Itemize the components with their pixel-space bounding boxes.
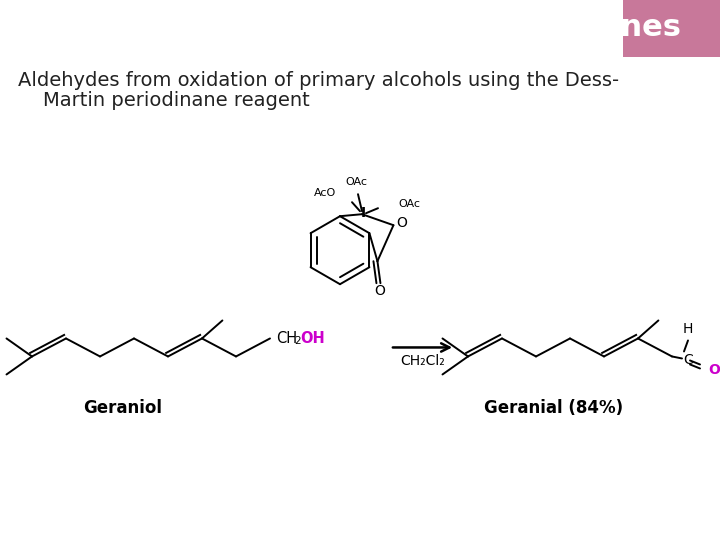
Text: I: I: [361, 206, 366, 220]
Text: O: O: [374, 284, 385, 298]
Text: OH: OH: [300, 331, 325, 346]
Text: O: O: [396, 216, 407, 230]
Text: Geranial (84%): Geranial (84%): [484, 400, 624, 417]
Text: OAc: OAc: [345, 177, 367, 187]
Text: Geraniol: Geraniol: [83, 400, 162, 417]
Text: 2: 2: [294, 336, 301, 347]
Text: CH₂Cl₂: CH₂Cl₂: [400, 354, 445, 368]
Text: Aldehydes from oxidation of primary alcohols using the Dess-: Aldehydes from oxidation of primary alco…: [18, 71, 619, 90]
Text: C: C: [683, 354, 693, 367]
Text: O: O: [708, 363, 720, 377]
Text: 14.2 Preparing Aldehydes and Ketones: 14.2 Preparing Aldehydes and Ketones: [12, 13, 681, 42]
Text: CH: CH: [276, 331, 297, 346]
Text: OAc: OAc: [398, 199, 420, 209]
Text: Martin periodinane reagent: Martin periodinane reagent: [18, 91, 310, 110]
Text: H: H: [683, 322, 693, 336]
Text: AcO: AcO: [314, 188, 336, 198]
Bar: [623, 0, 720, 57]
